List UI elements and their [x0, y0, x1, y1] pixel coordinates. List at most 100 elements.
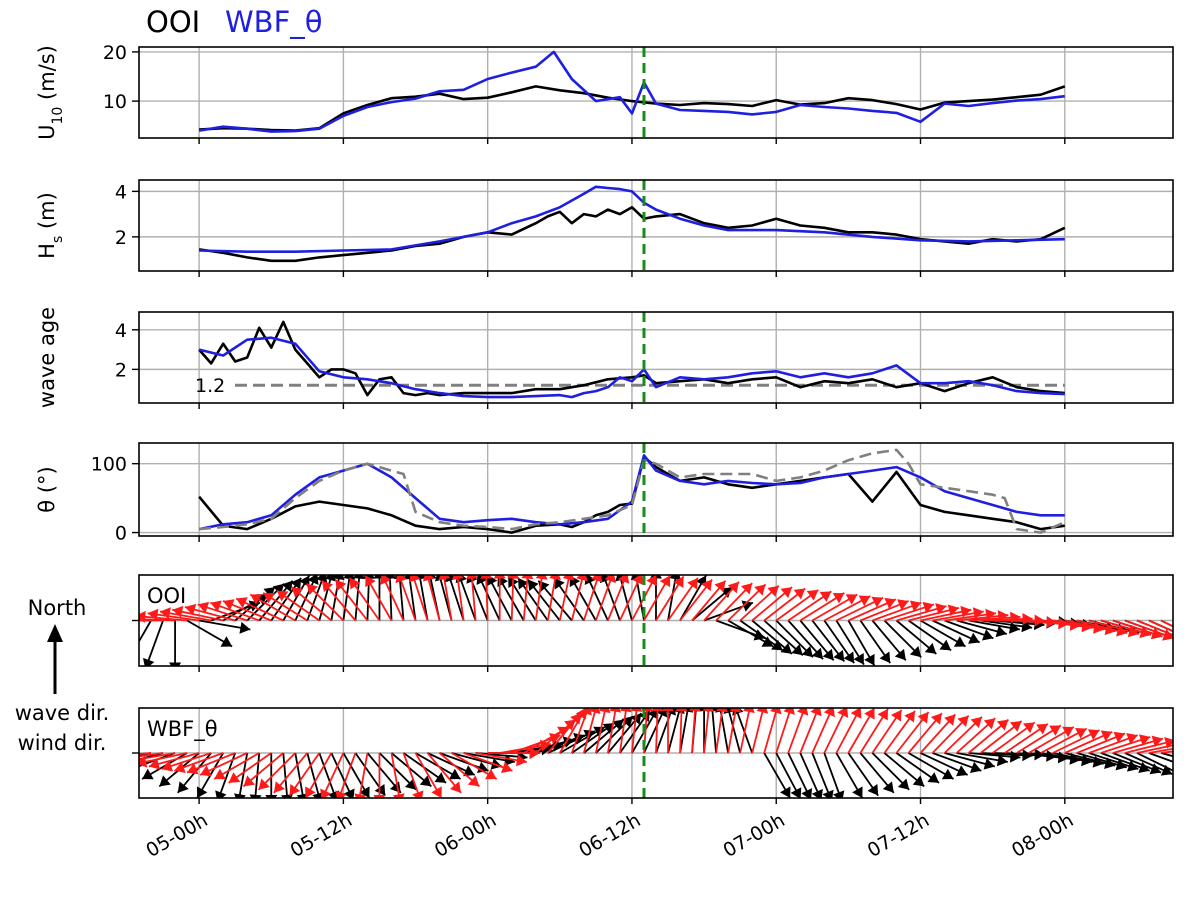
wind-arrow-48 [727, 619, 774, 648]
wave-arrow-25 [451, 752, 498, 780]
wave-arrow-84 [1160, 619, 1173, 628]
wind-arrow-2 [169, 620, 182, 666]
x-tick-label-5: 07-12h [864, 809, 933, 862]
wave-arrow-82 [1136, 619, 1173, 637]
wave-arrow-36 [583, 575, 603, 621]
wave-arrow-62 [895, 711, 930, 754]
legend-entry-1: WBF_θ [225, 5, 323, 39]
wave-arrow-32 [534, 575, 548, 621]
wave-arrow-38 [607, 575, 630, 621]
wave-arrow-63 [907, 712, 943, 754]
wave-arrow-53 [787, 708, 809, 754]
wind-arrow-53 [787, 619, 824, 660]
x-axis: 05-00h 05-12h 06-00h 06-12h 07-00h 07-12h 08-0… [142, 809, 1077, 862]
wind-arrow-80 [1112, 752, 1162, 775]
wave-arrow-16 [320, 752, 345, 798]
wind-arrow-79 [1100, 752, 1151, 774]
wave-arrow-9 [213, 752, 260, 780]
wave-arrow-49 [739, 585, 780, 622]
wave-arrow-37 [595, 575, 616, 621]
wave-arrow-45 [689, 708, 701, 754]
y-axis-label-u10: U10 (m/s) [35, 45, 66, 140]
wave-arrow-81 [1124, 737, 1173, 754]
plot-area [198, 185, 1066, 263]
wave-arrow-46 [703, 581, 740, 622]
wave-arrow-24 [422, 575, 441, 621]
wind-arrow-60 [871, 752, 910, 791]
y-tick-label-0: 2 [115, 227, 127, 249]
wave-arrow-8 [197, 601, 248, 622]
wave-arrow-66 [943, 716, 983, 754]
wave-arrow-20 [364, 575, 393, 621]
axes-frame [138, 311, 1174, 404]
wave-arrow-56 [823, 708, 849, 754]
y-tick-label-1: 4 [115, 320, 127, 342]
north-label: North [28, 596, 87, 620]
wave-arrow-18 [354, 752, 369, 798]
wave-arrow-62 [896, 603, 947, 622]
wave-arrow-37 [595, 708, 611, 754]
wave-arrow-70 [992, 721, 1036, 754]
wind-arrow-54 [799, 752, 823, 798]
panels: 10 20 U10 (m/s) 2 4 Hs (m) 1.2 2 4 wave age 0 100 θ … [35, 42, 1174, 804]
wave-arrow-38 [607, 708, 622, 754]
wave-arrow-2 [139, 752, 176, 761]
wave-arrow-82 [1136, 744, 1173, 754]
axes-frame [138, 442, 1174, 537]
wind-arrow-66 [944, 752, 996, 770]
wind-arrow-52 [775, 752, 802, 798]
panel-theta: 0 100 θ (°) [35, 442, 1174, 545]
wave-arrow-21 [402, 752, 424, 798]
wave-arrow-34 [558, 575, 575, 621]
wave-arrow-61 [884, 601, 935, 622]
wave-arrow-60 [872, 600, 922, 622]
wind-arrow-63 [907, 619, 952, 652]
wind-arrow-56 [823, 619, 855, 664]
legend: OOI WBF_θ [146, 5, 323, 39]
wave-arrow-51 [763, 587, 806, 622]
wind-arrow-20 [390, 752, 432, 788]
wind-arrow-58 [847, 620, 876, 666]
wave-arrow-60 [871, 709, 903, 754]
wave-arrow-85 [1172, 752, 1173, 753]
wind-arrow-65 [932, 619, 981, 644]
wind-arrow-17 [354, 752, 386, 797]
wave-arrow-52 [775, 708, 795, 754]
wind-arrow-58 [847, 752, 879, 797]
wave-arrow-42 [651, 708, 664, 754]
wave-arrow-55 [811, 593, 858, 622]
wave-arrow-57 [835, 708, 862, 754]
wind-arrow-61 [883, 752, 925, 788]
wave-arrow-8 [199, 752, 248, 777]
wave-arrow-13 [262, 592, 308, 622]
wind-arrow-61 [883, 619, 922, 658]
wave-arrow-47 [715, 582, 753, 622]
wave-arrow-57 [835, 596, 884, 622]
panel-label-ooi_vectors: OOI [147, 584, 186, 608]
wave-arrow-18 [334, 578, 369, 622]
side-annotations: North wave dir. wind dir. [15, 596, 110, 755]
wave-arrow-39 [619, 575, 644, 621]
north-arrow-head [47, 624, 63, 642]
wave-arrow-39 [619, 708, 632, 754]
reference-line-label: 1.2 [195, 375, 225, 397]
wave-arrow-68 [968, 718, 1010, 754]
wind-arrow-83 [1148, 752, 1173, 763]
wave-arrow-25 [438, 575, 453, 621]
wave-arrow-23 [408, 575, 429, 621]
x-tick-label-3: 06-12h [575, 809, 644, 862]
wave-arrow-30 [507, 575, 520, 621]
wind-arrow-36 [553, 577, 585, 622]
wave-arrow-3 [139, 610, 188, 623]
series-wbf-line [198, 50, 1065, 133]
wave-arrow-64 [919, 713, 956, 754]
wave-arrow-3 [139, 752, 188, 768]
wave-arrow-76 [1064, 730, 1113, 754]
wind-arrow-49 [739, 619, 784, 652]
wind-arrow-51 [763, 752, 791, 798]
wave-arrow-35 [570, 708, 592, 754]
series-ooi-line [198, 206, 1066, 263]
wave-arrow-79 [1100, 734, 1151, 754]
y-tick-label-0: 2 [115, 359, 127, 381]
